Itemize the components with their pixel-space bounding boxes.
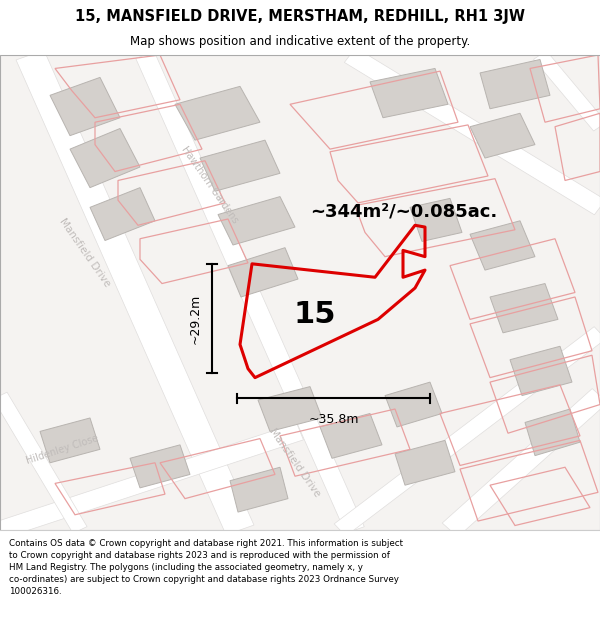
Polygon shape [410, 198, 462, 241]
Text: ~29.2m: ~29.2m [189, 293, 202, 344]
Text: Map shows position and indicative extent of the property.: Map shows position and indicative extent… [130, 35, 470, 48]
Polygon shape [175, 86, 260, 140]
Text: ~35.8m: ~35.8m [308, 412, 359, 426]
Polygon shape [90, 188, 155, 241]
Polygon shape [230, 468, 288, 512]
Polygon shape [525, 409, 580, 456]
Text: Contains OS data © Crown copyright and database right 2021. This information is : Contains OS data © Crown copyright and d… [9, 539, 403, 596]
Text: Hawthorn Gardens: Hawthorn Gardens [179, 144, 241, 225]
Polygon shape [130, 445, 190, 488]
Polygon shape [0, 423, 304, 538]
Polygon shape [385, 382, 442, 427]
Text: ~344m²/~0.085ac.: ~344m²/~0.085ac. [310, 203, 497, 221]
Polygon shape [320, 414, 382, 458]
Polygon shape [0, 55, 600, 530]
Text: Mansfield Drive: Mansfield Drive [58, 216, 112, 288]
Polygon shape [228, 248, 298, 297]
Polygon shape [50, 78, 120, 136]
Polygon shape [136, 52, 364, 533]
Polygon shape [442, 389, 600, 537]
Polygon shape [258, 387, 322, 431]
Polygon shape [0, 392, 87, 533]
Polygon shape [200, 140, 280, 191]
Polygon shape [334, 327, 600, 536]
Polygon shape [470, 113, 535, 158]
Polygon shape [370, 69, 448, 118]
Text: Hildenley Close: Hildenley Close [25, 433, 100, 466]
Polygon shape [395, 441, 455, 485]
Polygon shape [533, 51, 600, 131]
Polygon shape [16, 50, 254, 535]
Polygon shape [470, 221, 535, 270]
Text: 15: 15 [294, 301, 336, 329]
Polygon shape [218, 197, 295, 245]
Polygon shape [40, 418, 100, 462]
Polygon shape [490, 284, 558, 333]
Polygon shape [510, 346, 572, 396]
Polygon shape [70, 129, 140, 188]
Text: 15, MANSFIELD DRIVE, MERSTHAM, REDHILL, RH1 3JW: 15, MANSFIELD DRIVE, MERSTHAM, REDHILL, … [75, 9, 525, 24]
Polygon shape [480, 59, 550, 109]
Polygon shape [344, 48, 600, 215]
Text: Mansfield Drive: Mansfield Drive [268, 427, 322, 499]
